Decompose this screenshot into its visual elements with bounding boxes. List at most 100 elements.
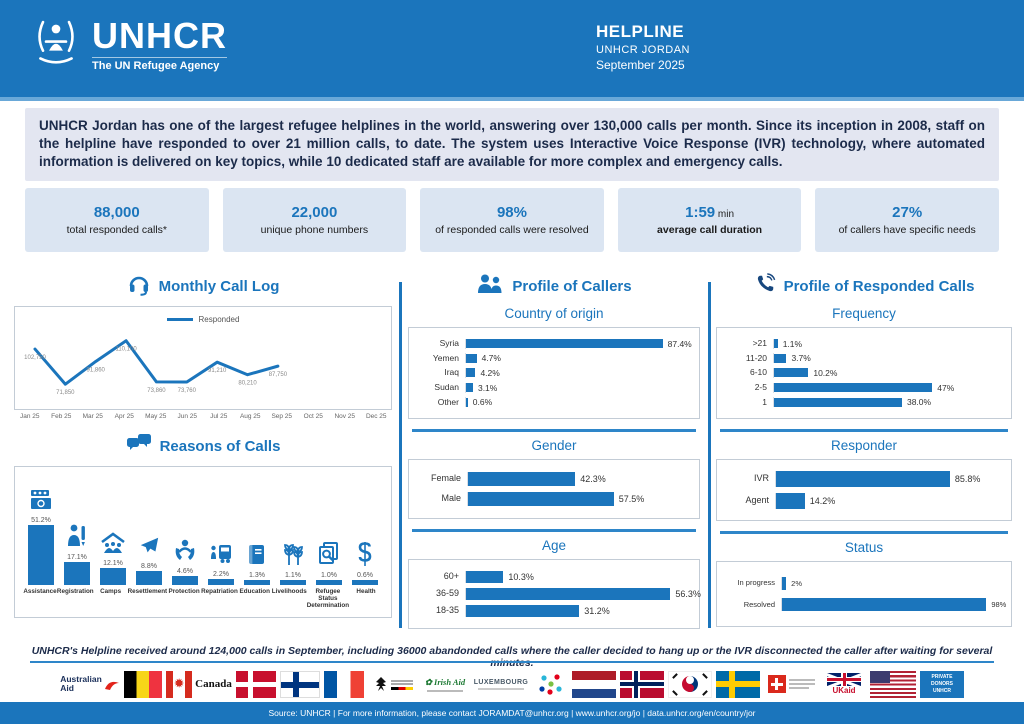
reason-bar xyxy=(28,525,54,585)
subsection-status: Status xyxy=(844,540,884,555)
point-label: 87,750 xyxy=(269,372,288,378)
reason-column: 17.1% xyxy=(59,524,95,585)
stats-row: 88,000 total responded calls* 22,000 uni… xyxy=(25,188,999,252)
bar-value-label: 14.2% xyxy=(809,495,836,506)
reason-bar xyxy=(100,567,126,585)
bar-track: 87.4% xyxy=(465,338,692,349)
bar xyxy=(466,605,580,617)
bar-value-label: 87.4% xyxy=(667,338,692,349)
responder-chart: IVR 85.8% Agent 14.2% xyxy=(716,459,1012,521)
org-name: UNHCR xyxy=(92,14,227,56)
section-divider xyxy=(720,531,1008,534)
point-label: 73,860 xyxy=(147,388,166,394)
stat-value: 98% xyxy=(496,203,527,221)
flag-usa xyxy=(870,670,916,698)
bar-value-label: 1.1% xyxy=(782,338,803,349)
reason-value-label: 0.6% xyxy=(357,572,373,580)
bar-category-label: 6-10 xyxy=(749,367,767,378)
australian-aid-logo: Australian Aid xyxy=(60,670,120,698)
bar-track: 38.0% xyxy=(773,397,1003,408)
bar xyxy=(774,383,933,393)
section-title-reasons: Reasons of Calls xyxy=(14,432,392,460)
bar xyxy=(776,471,950,488)
bar-row: >21 1.1% xyxy=(725,338,1003,349)
bar-row: 2-5 47% xyxy=(725,382,1003,393)
bar-category-label: 11-20 xyxy=(745,352,767,363)
reason-value-label: 17.1% xyxy=(67,554,87,562)
reason-value-label: 1.1% xyxy=(285,571,301,579)
irish-aid-logo: ✿ Irish Aid xyxy=(422,670,468,698)
stat-label: of responded calls were resolved xyxy=(435,223,589,236)
reason-column: 2.2% xyxy=(203,543,239,585)
country-of-origin-chart: Syria 87.4% Yemen 4.7% Iraq 4.2% Sudan 3.1% Othe… xyxy=(408,327,700,419)
bar-category-label: 36-59 xyxy=(435,588,459,599)
profile-of-responded-section: Profile of Responded Calls Frequency >21… xyxy=(716,272,1012,627)
bar-row: 60+ 10.3% xyxy=(417,571,691,583)
bar-track: 3.7% xyxy=(773,353,1003,364)
reason-bar xyxy=(64,562,90,585)
reason-column: 8.8% xyxy=(131,535,167,585)
reason-bar xyxy=(352,580,378,585)
section-title-text: Profile of Responded Calls xyxy=(783,277,975,295)
stat-label: of callers have specific needs xyxy=(838,223,976,236)
bar-value-label: 47% xyxy=(937,382,955,393)
section-title-text: Profile of Callers xyxy=(512,277,632,295)
bar xyxy=(468,472,576,486)
point-label: 71,850 xyxy=(56,390,75,396)
legend-swatch xyxy=(166,318,193,321)
source-bar: Source: UNHCR | For more information, pl… xyxy=(0,702,1024,724)
reason-bar xyxy=(172,575,198,585)
bar-value-label: 4.2% xyxy=(480,367,500,378)
reason-category-label: Camps xyxy=(100,588,122,595)
bar-value-label: 31.2% xyxy=(584,606,610,616)
flag-denmark xyxy=(236,670,276,698)
bar-category-label: Yemen xyxy=(432,352,459,363)
column-divider xyxy=(399,282,402,628)
flag-belgium xyxy=(124,670,162,698)
bar-row: Male 57.5% xyxy=(417,492,691,506)
bar-track: 57.5% xyxy=(467,492,691,506)
point-label: 91,210 xyxy=(208,368,227,374)
reason-value-label: 12.1% xyxy=(103,559,123,567)
bar-row: Sudan 3.1% xyxy=(417,382,691,393)
chart-legend: Responded xyxy=(23,315,383,324)
month-tick-label: Apr 25 xyxy=(114,413,134,420)
subsection-responder: Responder xyxy=(830,438,898,453)
people-icon xyxy=(476,274,504,298)
reason-category-label: Education xyxy=(239,588,270,595)
header-banner: UNHCR The UN Refugee Agency HELPLINE UNH… xyxy=(0,0,1024,97)
footer-divider xyxy=(30,661,994,663)
bar xyxy=(466,339,663,349)
chat-bubbles-icon xyxy=(126,433,152,459)
uk-aid-logo: UKaid xyxy=(822,670,866,698)
gender-chart: Female 42.3% Male 57.5% xyxy=(408,459,700,519)
bar xyxy=(466,368,476,378)
legend-label: Responded xyxy=(198,315,240,324)
bar-track: 98% xyxy=(781,598,1006,612)
reason-column: 1.0% xyxy=(311,541,347,585)
bar xyxy=(466,397,468,407)
point-label: 80,210 xyxy=(238,381,257,387)
month-tick-label: May 25 xyxy=(145,413,167,420)
point-label: 91,860 xyxy=(87,367,106,373)
protection-icon xyxy=(173,538,197,567)
report-date: September 2025 xyxy=(596,58,685,72)
bar-value-label: 42.3% xyxy=(580,474,606,484)
bar xyxy=(782,576,787,590)
bar-track: 3.1% xyxy=(465,382,691,393)
reason-column: 51.2% xyxy=(23,489,59,585)
flag-luxembourg: LUXEMBOURG xyxy=(472,670,530,698)
plane-icon xyxy=(137,535,161,562)
reason-category-label: Repatriation xyxy=(201,588,238,595)
bar-category-label: 1 xyxy=(762,396,767,407)
flag-canada: ✹ Canada xyxy=(166,670,232,698)
bar-track: 4.2% xyxy=(465,367,691,378)
month-tick-label: Dec 25 xyxy=(365,413,387,420)
bar-row: IVR 85.8% xyxy=(725,471,1003,488)
unhcr-emblem-icon xyxy=(30,16,82,73)
bar xyxy=(466,353,477,363)
bar-value-label: 10.3% xyxy=(508,572,534,582)
stat-value: 27% xyxy=(892,203,923,221)
bar xyxy=(776,492,805,509)
